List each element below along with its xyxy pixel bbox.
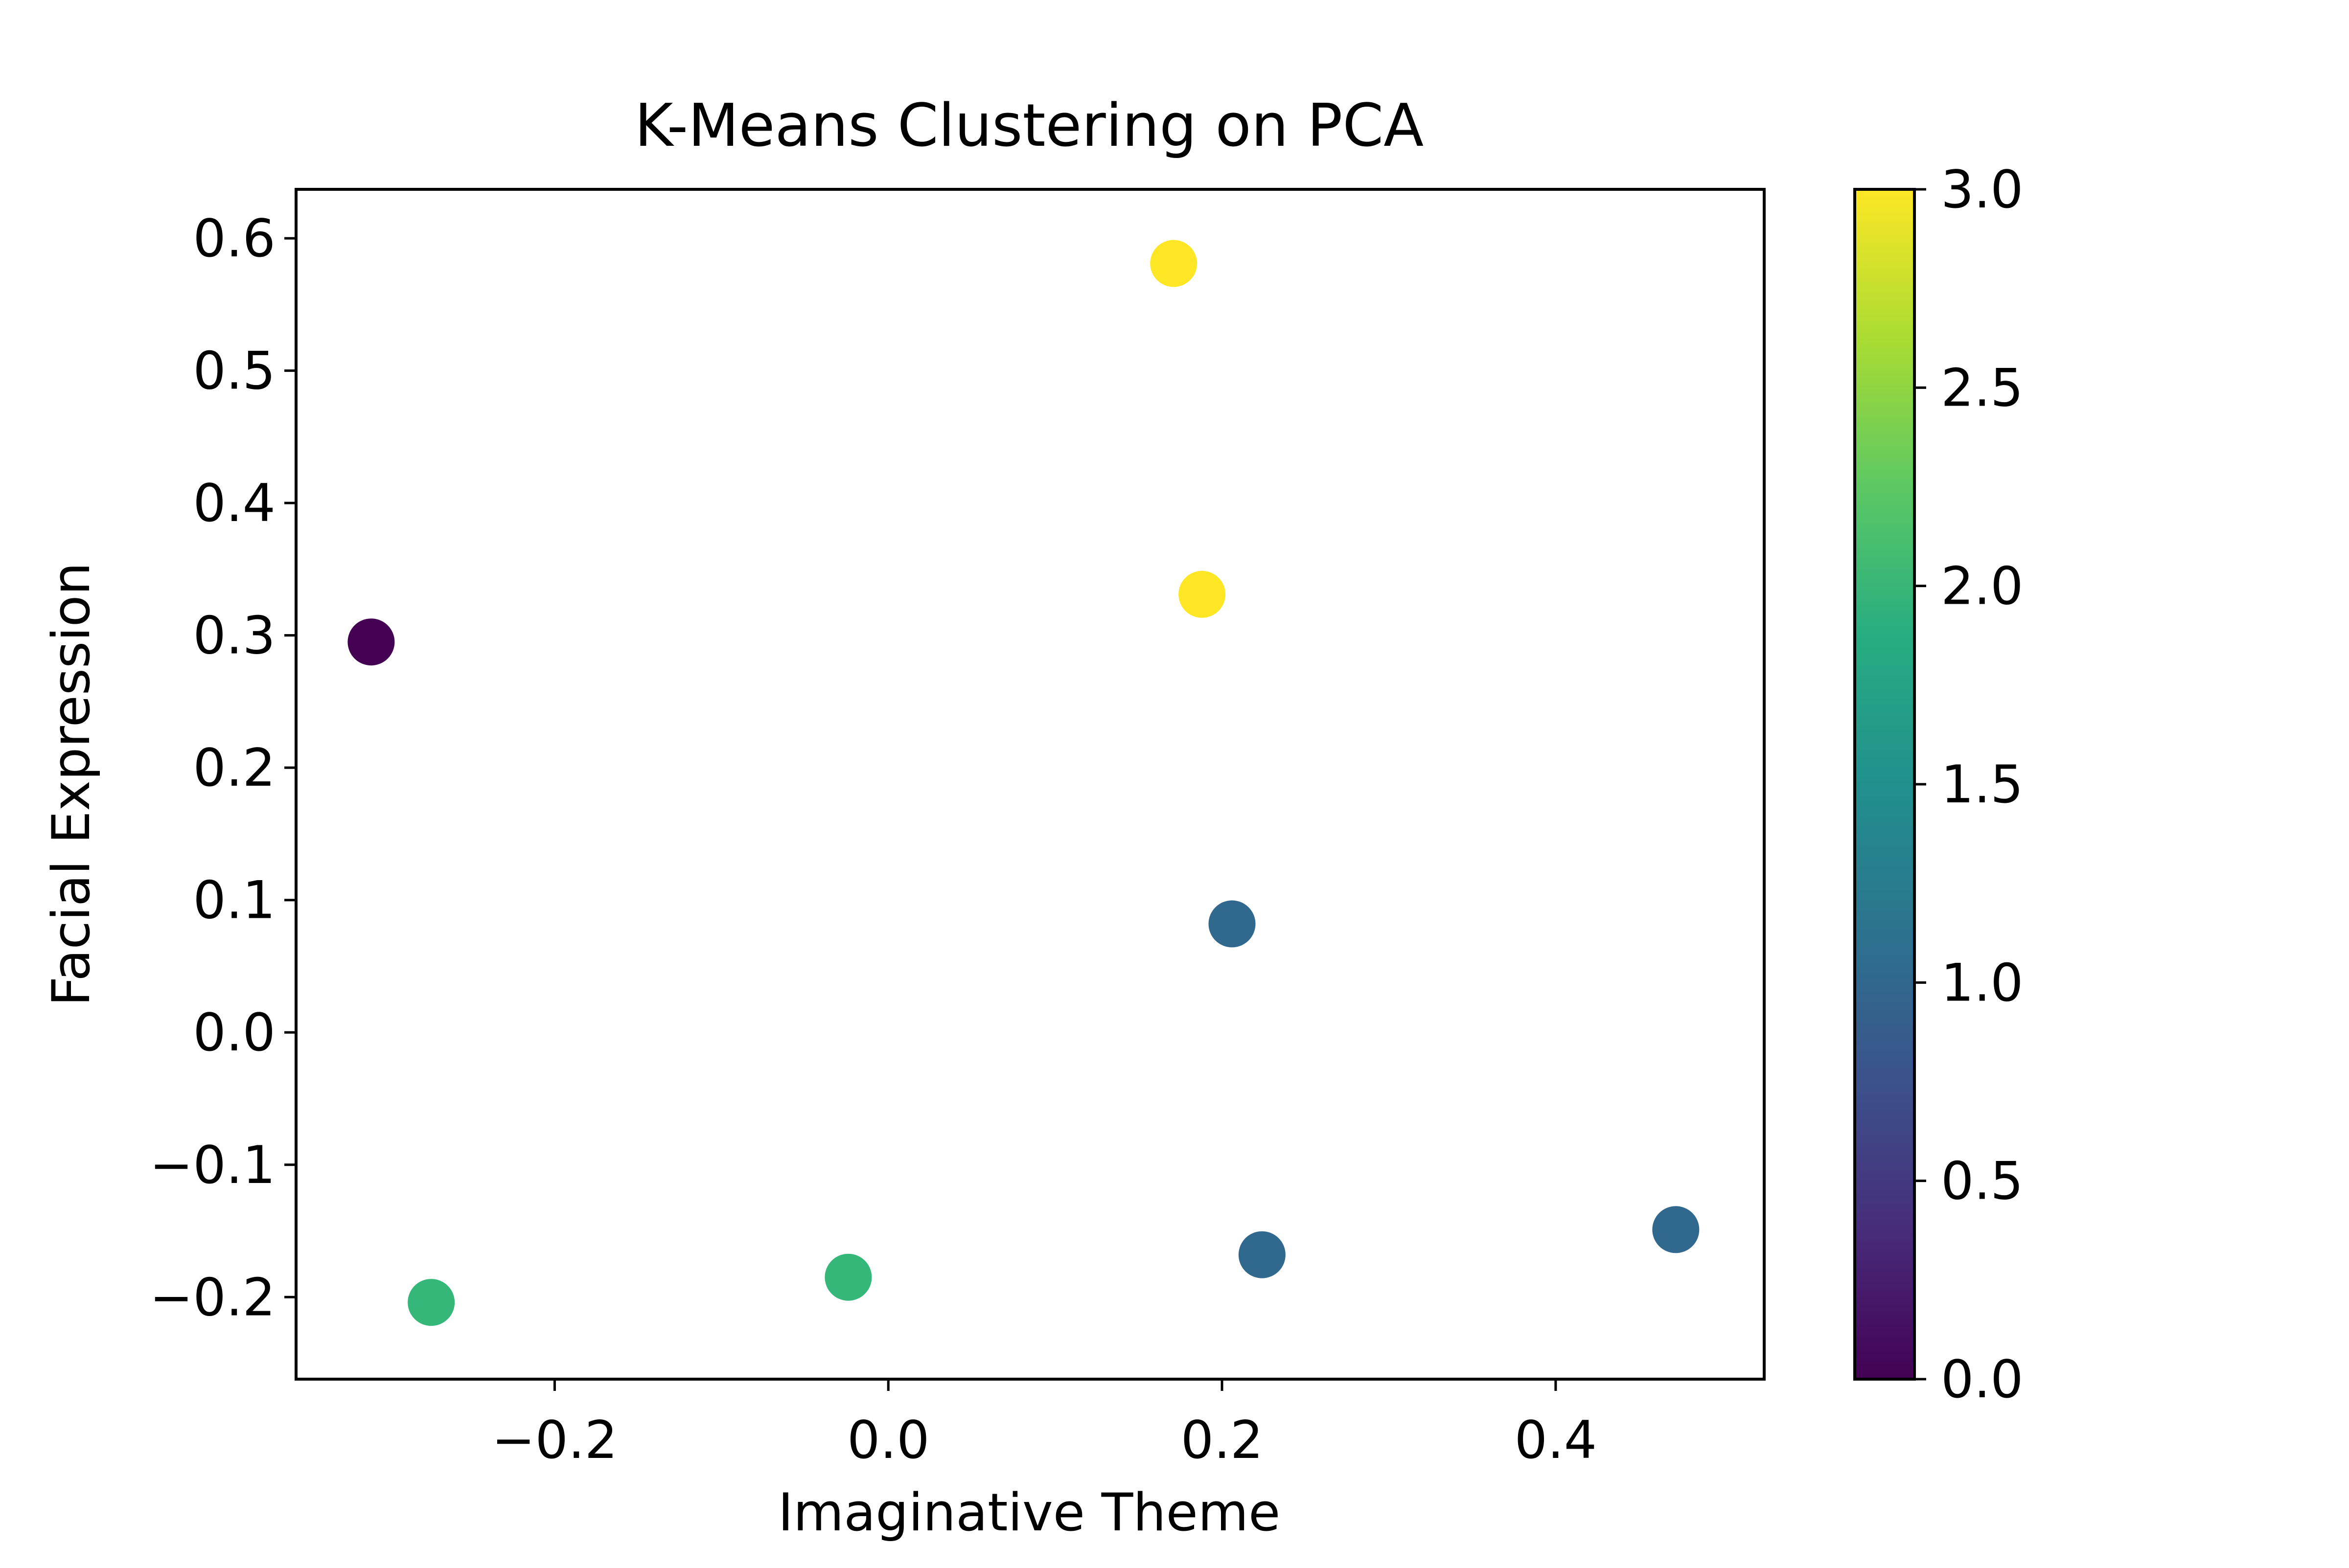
x-axis-ticks: −0.2 0.0 0.2 0.4 (492, 1379, 1597, 1470)
scatter-point-5 (1652, 1206, 1700, 1253)
x-tick-label: −0.2 (492, 1410, 618, 1470)
x-tick-label: 0.4 (1515, 1410, 1597, 1470)
colorbar-ticks: 0.0 0.5 1.0 1.5 2.0 2.5 3.0 (1914, 159, 2024, 1409)
y-tick-label: 0.0 (193, 1002, 276, 1063)
scatter-point-4 (1238, 1231, 1286, 1278)
scatter-point-3 (1208, 900, 1256, 948)
chart-title: K-Means Clustering on PCA (635, 92, 1424, 160)
points-layer (347, 240, 1700, 1326)
scatter-point-1 (1150, 240, 1198, 287)
y-tick-label: −0.1 (150, 1135, 276, 1195)
colorbar-tick-label: 0.5 (1941, 1151, 2024, 1211)
scatter-point-6 (408, 1279, 455, 1326)
y-tick-label: 0.2 (193, 738, 276, 798)
y-tick-label: 0.6 (193, 208, 276, 269)
plot-area-frame (295, 188, 1766, 1381)
scatter-point-7 (825, 1253, 872, 1301)
y-tick-label: −0.2 (150, 1267, 276, 1327)
scatter-point-0 (347, 618, 395, 666)
x-axis-label: Imaginative Theme (778, 1482, 1281, 1543)
x-tick-label: 0.2 (1181, 1410, 1264, 1470)
scatter-point-2 (1178, 570, 1226, 618)
y-tick-label: 0.5 (193, 341, 276, 401)
y-axis-ticks: −0.2 −0.1 0.0 0.1 0.2 0.3 0.4 0.5 0.6 (150, 208, 296, 1327)
colorbar-tick-label: 1.0 (1941, 953, 2024, 1013)
colorbar-tick-label: 0.0 (1941, 1349, 2024, 1409)
y-axis-label: Facial Expression (41, 562, 101, 1006)
colorbar-tick-label: 3.0 (1941, 159, 2024, 220)
colorbar-tick-label: 2.5 (1941, 358, 2024, 418)
y-tick-label: 0.3 (193, 606, 276, 666)
y-tick-label: 0.4 (193, 473, 276, 533)
colorbar-tick-label: 1.5 (1941, 754, 2024, 815)
colorbar-tick-label: 2.0 (1941, 556, 2024, 616)
y-tick-label: 0.1 (193, 870, 276, 931)
x-tick-label: 0.0 (847, 1410, 930, 1470)
colorbar (1855, 189, 1914, 1379)
